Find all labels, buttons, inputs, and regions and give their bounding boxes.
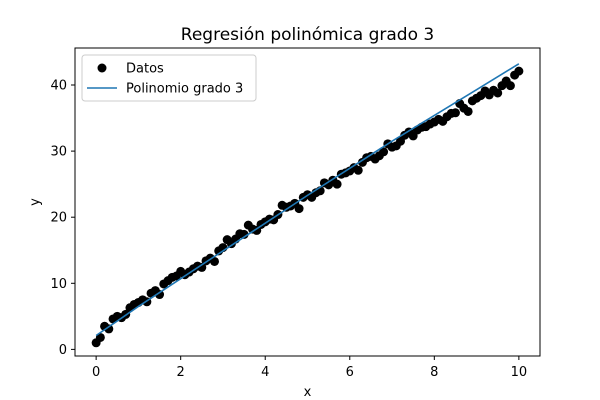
data-point bbox=[493, 88, 503, 98]
y-axis-label: y bbox=[28, 198, 43, 206]
data-point bbox=[514, 66, 524, 76]
x-axis-label: x bbox=[304, 385, 312, 400]
data-point bbox=[294, 204, 304, 214]
data-point bbox=[450, 108, 460, 118]
y-tick-label: 40 bbox=[50, 79, 67, 94]
fit-line bbox=[95, 63, 520, 337]
legend-label-polinomio: Polinomio grado 3 bbox=[126, 82, 243, 97]
data-point bbox=[197, 262, 207, 272]
plot-area bbox=[91, 63, 524, 348]
x-tick-label: 2 bbox=[177, 365, 185, 380]
data-point bbox=[463, 106, 473, 116]
y-tick-label: 20 bbox=[50, 211, 67, 226]
axes-frame bbox=[74, 47, 541, 357]
x-tick-label: 10 bbox=[511, 365, 528, 380]
data-point bbox=[210, 256, 219, 266]
legend: Datos Polinomio grado 3 bbox=[81, 54, 257, 102]
data-point bbox=[353, 165, 363, 175]
data-point bbox=[155, 290, 165, 300]
data-point bbox=[505, 81, 515, 91]
x-axis: 0 2 4 6 8 10 bbox=[92, 356, 527, 380]
x-tick-label: 4 bbox=[261, 365, 269, 380]
data-point bbox=[379, 147, 389, 157]
legend-label-datos: Datos bbox=[126, 62, 164, 77]
data-point bbox=[95, 332, 105, 342]
data-point bbox=[104, 324, 114, 334]
data-point bbox=[332, 179, 342, 189]
y-axis: 0 10 20 30 40 bbox=[50, 79, 75, 358]
x-tick-label: 0 bbox=[92, 365, 100, 380]
legend-box bbox=[81, 54, 257, 102]
x-tick-label: 8 bbox=[430, 365, 438, 380]
y-tick-label: 30 bbox=[50, 145, 67, 160]
y-tick-label: 10 bbox=[50, 277, 67, 292]
x-tick-label: 6 bbox=[346, 365, 354, 380]
legend-marker-datos bbox=[97, 63, 107, 73]
y-tick-label: 0 bbox=[59, 343, 67, 358]
data-point bbox=[239, 229, 249, 239]
chart-title: Regresión polinómica grado 3 bbox=[181, 25, 434, 45]
